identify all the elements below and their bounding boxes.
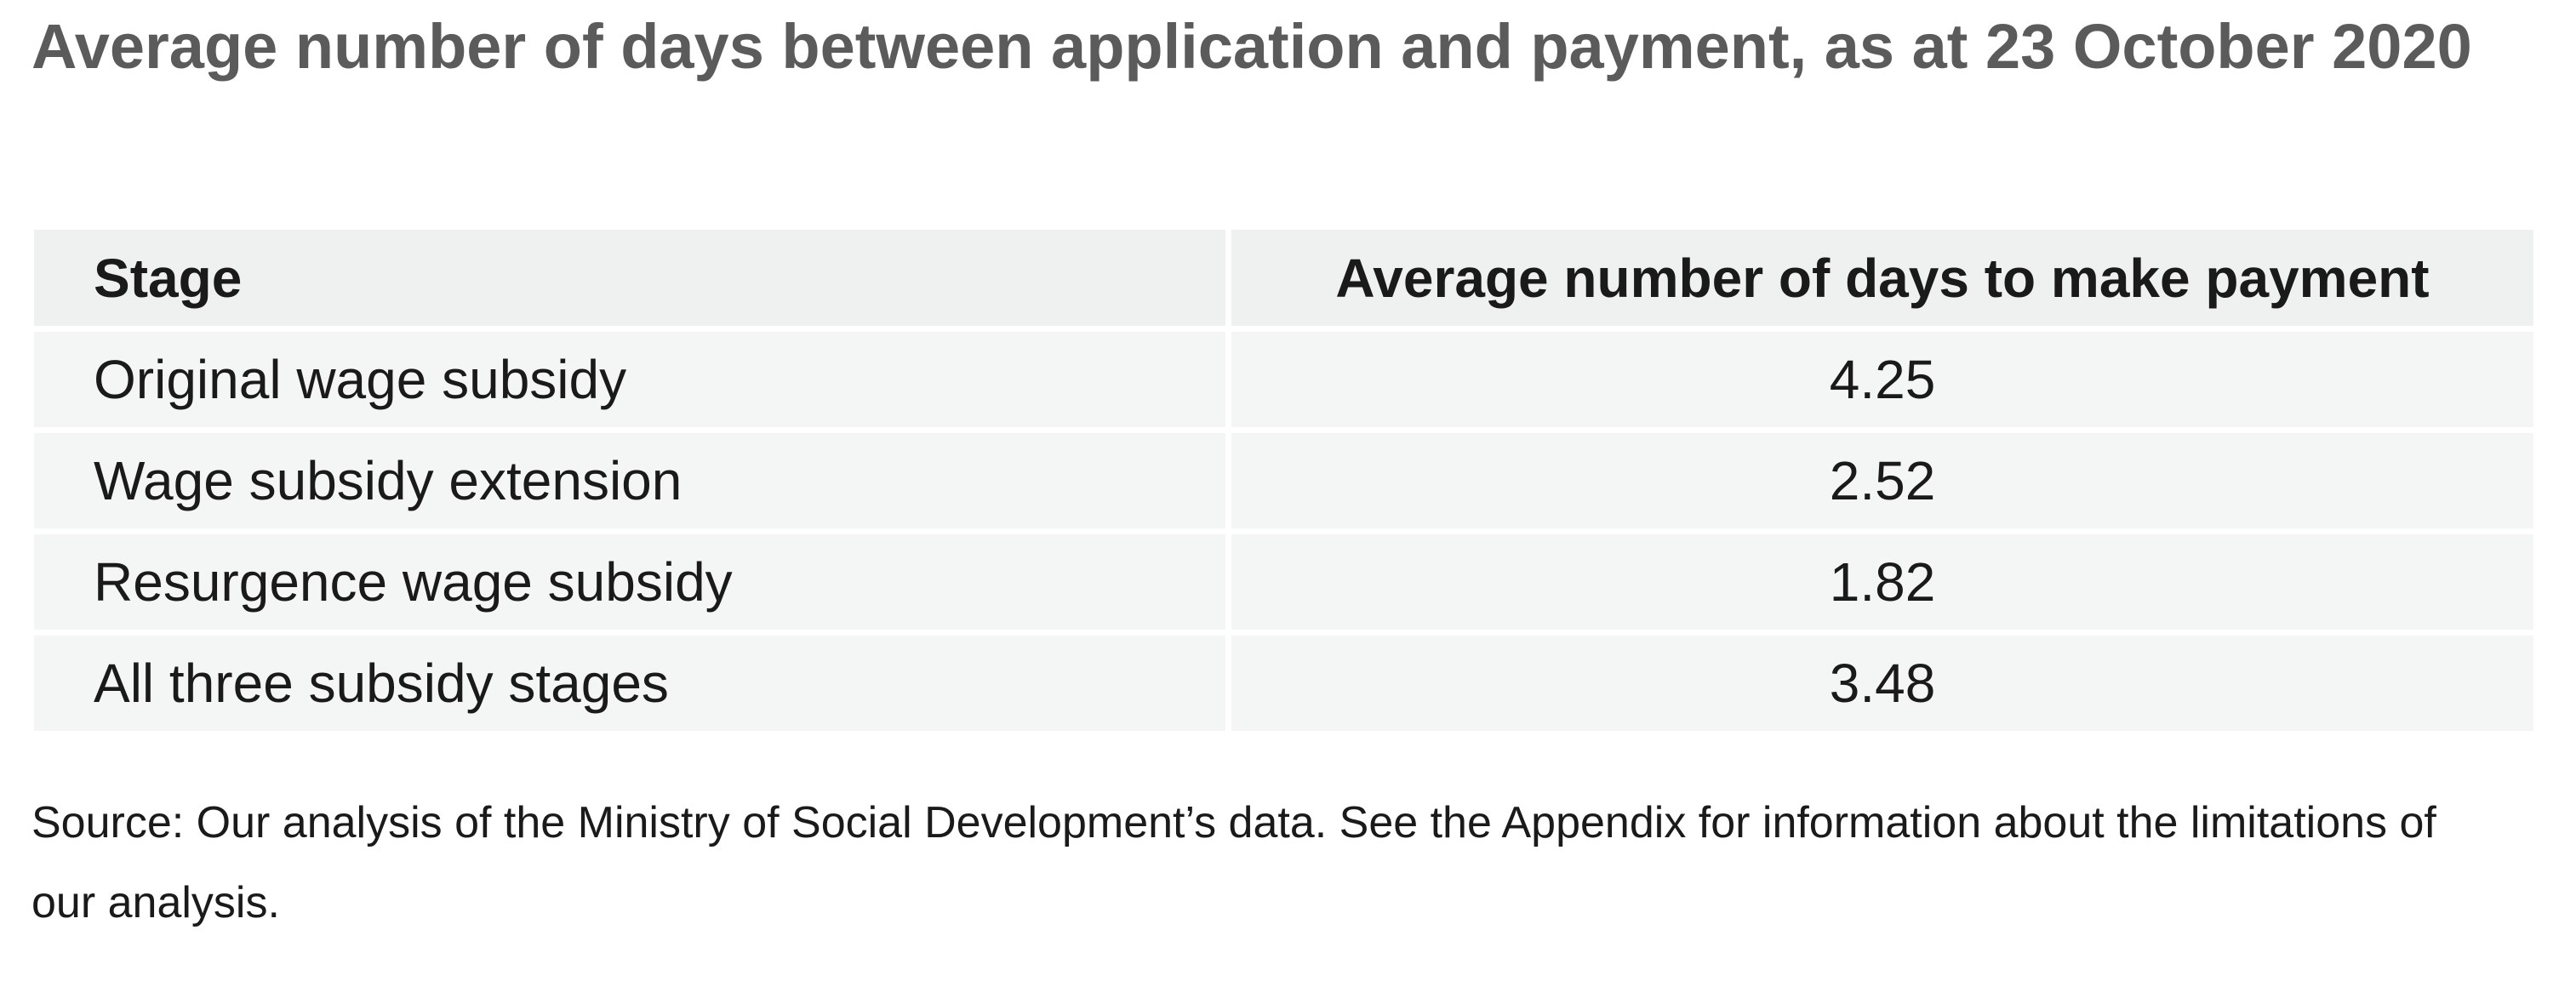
source-note: Source: Our analysis of the Ministry of … [31,798,2436,927]
table-row: Wage subsidy extension 2.52 [34,433,2533,528]
data-table: Stage Average number of days to make pay… [28,224,2539,737]
days-cell: 4.25 [1231,332,2533,427]
stage-cell: Original wage subsidy [34,332,1225,427]
table-header-row: Stage Average number of days to make pay… [34,230,2533,326]
table-row: Original wage subsidy 4.25 [34,332,2533,427]
header-average-days: Average number of days to make payment [1231,230,2533,326]
table-row: All three subsidy stages 3.48 [34,636,2533,731]
days-cell: 1.82 [1231,534,2533,630]
days-cell: 2.52 [1231,433,2533,528]
table-row: Resurgence wage subsidy 1.82 [34,534,2533,630]
stage-cell: Wage subsidy extension [34,433,1225,528]
days-cell: 3.48 [1231,636,2533,731]
table-title: Average number of days between applicati… [31,11,2472,82]
stage-cell: Resurgence wage subsidy [34,534,1225,630]
stage-cell: All three subsidy stages [34,636,1225,731]
header-stage: Stage [34,230,1225,326]
